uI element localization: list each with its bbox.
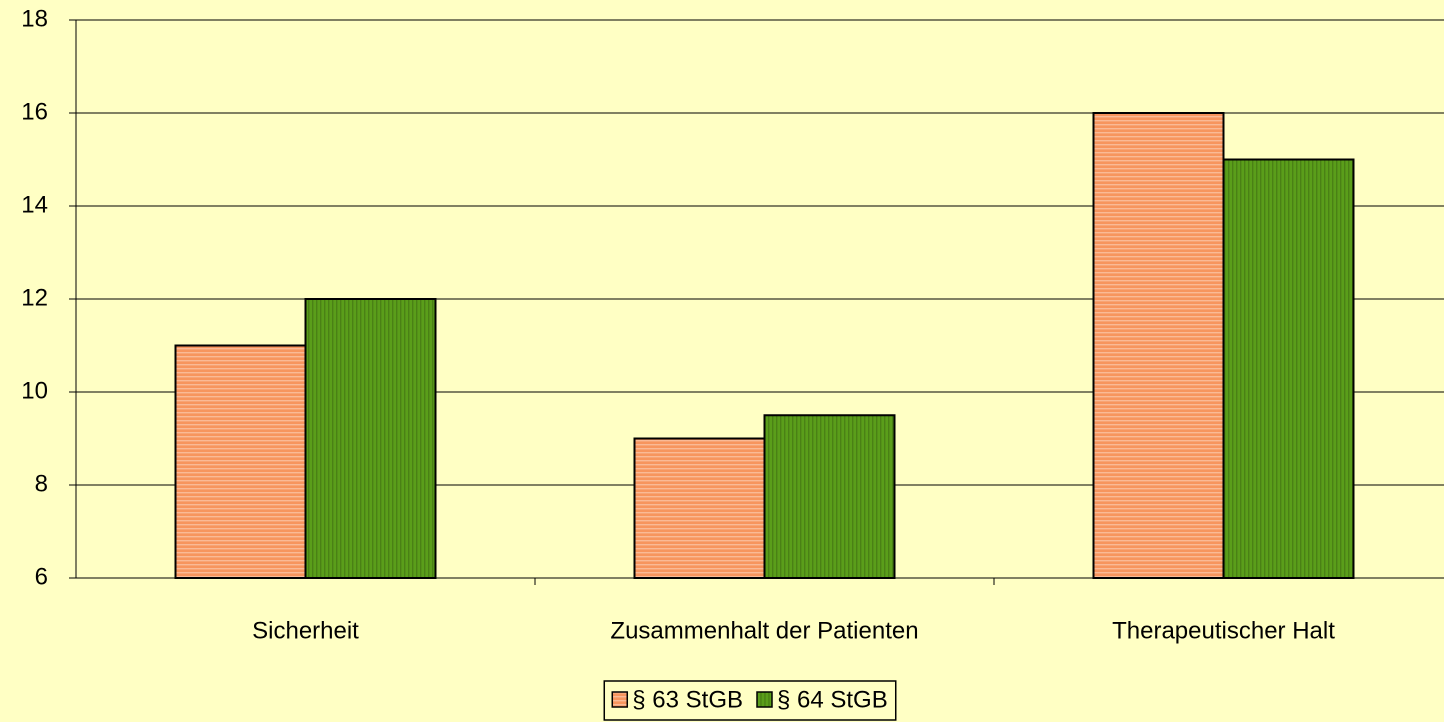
y-tick-label: 16: [21, 98, 48, 125]
legend-swatch: [611, 691, 629, 708]
legend: § 63 StGB § 64 StGB: [603, 680, 897, 721]
bar: [304, 298, 437, 579]
x-tick-label: Therapeutischer Halt: [1112, 617, 1335, 644]
bar: [633, 437, 766, 579]
y-tick-label: 14: [21, 191, 48, 218]
y-tick-label: 8: [35, 470, 48, 497]
x-tick-label: Zusammenhalt der Patienten: [610, 617, 918, 644]
bar: [174, 344, 307, 579]
legend-label: § 63 StGB: [632, 686, 743, 713]
y-tick-label: 18: [21, 5, 48, 32]
legend-swatch: [756, 691, 773, 708]
bar: [1092, 112, 1225, 579]
y-tick-label: 10: [21, 377, 48, 404]
y-tick-label: 12: [21, 284, 48, 311]
bar: [763, 414, 896, 579]
legend-label: § 64 StGB: [777, 686, 888, 713]
y-tick-label: 6: [35, 563, 48, 590]
legend-box: [603, 680, 897, 721]
x-tick-label: Sicherheit: [252, 617, 359, 644]
bar: [1222, 158, 1355, 579]
